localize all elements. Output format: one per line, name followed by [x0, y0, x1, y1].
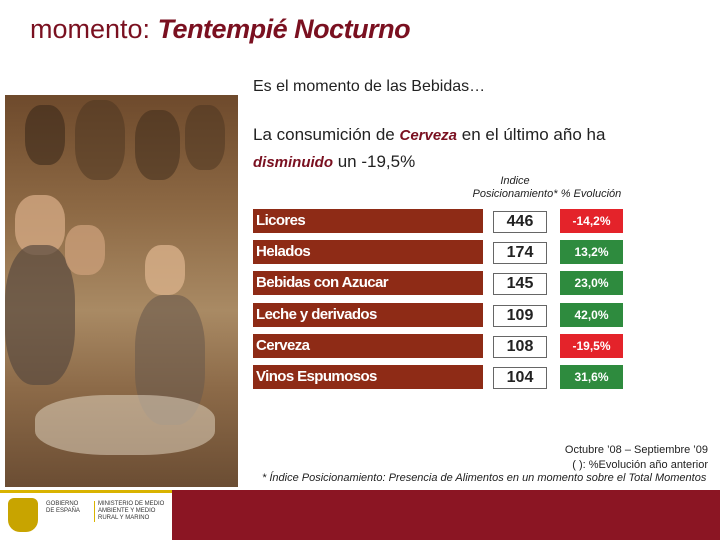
index-value: 145 [493, 273, 547, 296]
index-value: 104 [493, 367, 547, 389]
category-bar: Vinos Espumosos [253, 365, 483, 389]
table-row: Vinos Espumosos 104 31,6% [253, 365, 623, 389]
category-label: Leche y derivados [256, 305, 377, 323]
ministerio-label: MINISTERIO DE MEDIO AMBIENTE Y MEDIO RUR… [94, 501, 168, 522]
table-row: Leche y derivados 109 42,0% [253, 302, 623, 327]
footnote: * Índice Posicionamiento: Presencia de A… [262, 472, 707, 484]
bar-scene-photo [5, 95, 238, 487]
category-bar: Cerveza [253, 333, 483, 358]
index-value: 109 [493, 304, 547, 327]
evolution-value: 13,2% [560, 240, 623, 265]
index-column-header: Indice Posicionamiento* [472, 175, 558, 200]
insight-product: Cerveza [399, 127, 458, 144]
category-label: Vinos Espumosos [256, 368, 377, 385]
evolution-column-header: % Evolución [560, 188, 622, 200]
title-lead: momento: [30, 14, 158, 44]
evolution-value: 23,0% [560, 271, 623, 296]
evolution-value: 42,0% [560, 302, 623, 327]
evolution-value: -14,2% [560, 209, 623, 233]
table-row: Cerveza 108 -19,5% [253, 333, 623, 358]
insight-trend: disminuido [253, 154, 333, 171]
category-bar: Bebidas con Azucar [253, 271, 483, 296]
footer: GOBIERNO DE ESPAÑA MINISTERIO DE MEDIO A… [0, 490, 720, 540]
category-bar: Leche y derivados [253, 302, 483, 327]
evolution-value: 31,6% [560, 365, 623, 389]
evolution-value: -19,5% [560, 333, 623, 358]
title-moment-name: Tentempié Nocturno [157, 14, 411, 44]
category-bar: Helados [253, 240, 483, 265]
table-row: Bebidas con Azucar 145 23,0% [253, 271, 623, 296]
category-label: Bebidas con Azucar [256, 274, 389, 292]
footer-stripe [0, 490, 172, 493]
index-value: 174 [493, 242, 547, 265]
index-value: 108 [493, 335, 547, 358]
category-bar: Licores [253, 209, 483, 233]
slide-title: momento: Tentempié Nocturno [30, 14, 411, 45]
category-label: Cerveza [256, 336, 310, 354]
footer-band [172, 490, 720, 540]
insight-paragraph: La consumición de Cerveza en el último a… [253, 122, 713, 176]
category-label: Helados [256, 243, 311, 261]
category-label: Licores [256, 212, 306, 229]
table-row: Helados 174 13,2% [253, 240, 623, 265]
insight-text-2: en el último año ha [457, 125, 606, 144]
index-value: 446 [493, 211, 547, 233]
gobierno-label: GOBIERNO DE ESPAÑA [46, 501, 80, 514]
slide-subtitle: Es el momento de las Bebidas… [253, 78, 486, 95]
legend-note: ( ): %Evolución año anterior [572, 459, 708, 471]
insight-text-3: un -19,5% [333, 152, 416, 171]
period-note: Octubre ’08 – Septiembre ’09 [564, 444, 708, 456]
coat-of-arms-icon [8, 498, 38, 532]
insight-text-1: La consumición de [253, 125, 400, 144]
table-row: Licores 446 -14,2% [253, 209, 623, 233]
